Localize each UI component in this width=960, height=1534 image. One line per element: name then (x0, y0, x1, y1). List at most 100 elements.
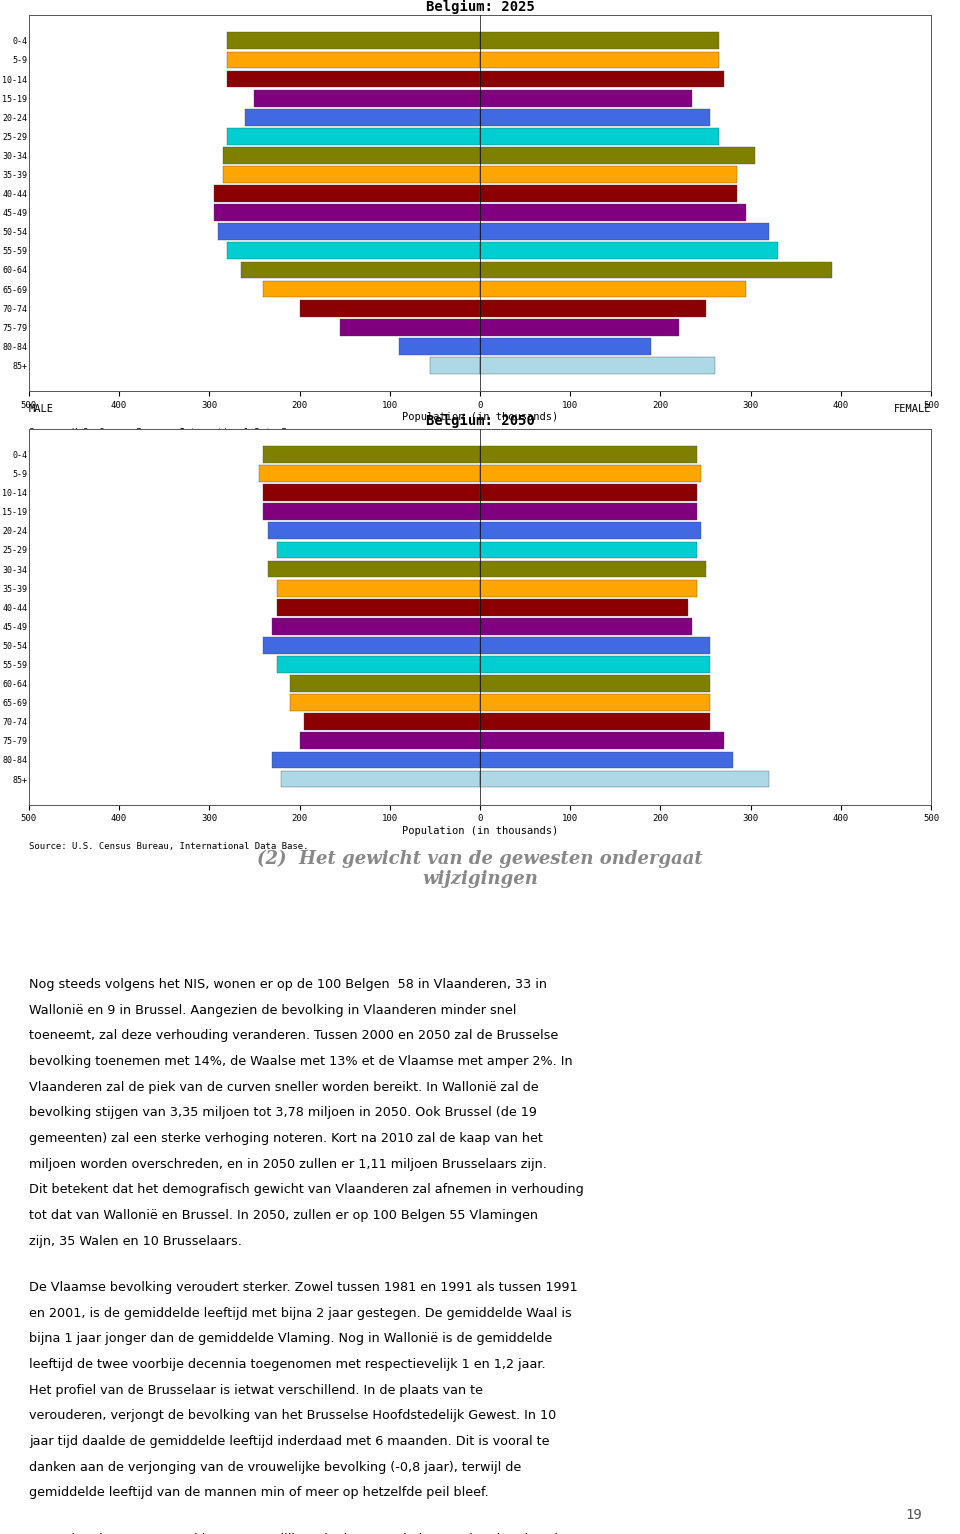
Bar (268, 560, 480, 577)
Bar (480, 262, 832, 278)
Bar (480, 542, 697, 558)
Bar (291, 695, 480, 712)
Bar (480, 657, 710, 673)
Text: De Vlaamse bevolking veroudert sterker. Zowel tussen 1981 en 1991 als tussen 199: De Vlaamse bevolking veroudert sterker. … (29, 1281, 577, 1295)
Bar (480, 598, 687, 615)
Text: danken aan de verjonging van de vrouwelijke bevolking (-0,8 jaar), terwijl de: danken aan de verjonging van de vrouweli… (29, 1460, 521, 1474)
Text: Nog steeds volgens het NIS, wonen er op de 100 Belgen  58 in Vlaanderen, 33 in: Nog steeds volgens het NIS, wonen er op … (29, 977, 547, 991)
Bar (259, 465, 480, 482)
Bar (480, 224, 769, 241)
Bar (480, 32, 719, 49)
Bar (480, 523, 701, 540)
X-axis label: Population (in thousands): Population (in thousands) (402, 413, 558, 422)
Text: toeneemt, zal deze verhouding veranderen. Tussen 2000 en 2050 zal de Brusselse: toeneemt, zal deze verhouding veranderen… (29, 1029, 558, 1042)
Bar (480, 166, 737, 183)
Bar (263, 485, 480, 502)
Bar (480, 337, 652, 354)
Bar (228, 127, 480, 144)
Bar (480, 485, 697, 502)
Bar (480, 204, 746, 221)
Bar (223, 147, 480, 164)
Text: Dit betekent dat het demografisch gewicht van Vlaanderen zal afnemen in verhoudi: Dit betekent dat het demografisch gewich… (29, 1183, 584, 1197)
Text: jaar tijd daalde de gemiddelde leeftijd inderdaad met 6 maanden. Dit is vooral t: jaar tijd daalde de gemiddelde leeftijd … (29, 1436, 549, 1448)
Bar (480, 281, 746, 298)
Bar (228, 71, 480, 87)
Text: gemiddelde leeftijd van de mannen min of meer op hetzelfde peil bleef.: gemiddelde leeftijd van de mannen min of… (29, 1486, 489, 1499)
Bar (300, 733, 480, 749)
Bar (480, 89, 692, 106)
Bar (263, 446, 480, 463)
Bar (480, 357, 714, 374)
Bar (480, 186, 737, 202)
Bar (291, 675, 480, 692)
Text: verouderen, verjongt de bevolking van het Brusselse Hoofdstedelijk Gewest. In 10: verouderen, verjongt de bevolking van he… (29, 1410, 556, 1422)
Text: bijna 1 jaar jonger dan de gemiddelde Vlaming. Nog in Wallonië is de gemiddelde: bijna 1 jaar jonger dan de gemiddelde Vl… (29, 1333, 552, 1345)
Text: bevolking toenemen met 14%, de Waalse met 13% et de Vlaamse met amper 2%. In: bevolking toenemen met 14%, de Waalse me… (29, 1055, 572, 1068)
Bar (480, 52, 719, 69)
Bar (246, 109, 480, 126)
Bar (300, 299, 480, 316)
Bar (214, 186, 480, 202)
Bar (480, 752, 732, 769)
Text: zijn, 35 Walen en 10 Brusselaars.: zijn, 35 Walen en 10 Brusselaars. (29, 1235, 242, 1247)
Bar (223, 166, 480, 183)
Bar (480, 503, 697, 520)
Bar (480, 127, 719, 144)
Bar (480, 770, 769, 787)
Title: Belgium: 2050: Belgium: 2050 (425, 414, 535, 428)
Text: en 2001, is de gemiddelde leeftijd met bijna 2 jaar gestegen. De gemiddelde Waal: en 2001, is de gemiddelde leeftijd met b… (29, 1307, 571, 1319)
Bar (254, 89, 480, 106)
Text: bevolking stijgen van 3,35 miljoen tot 3,78 miljoen in 2050. Ook Brussel (de 19: bevolking stijgen van 3,35 miljoen tot 3… (29, 1106, 537, 1120)
Bar (340, 319, 480, 336)
Bar (281, 770, 480, 787)
Bar (430, 357, 480, 374)
Bar (480, 446, 697, 463)
Bar (277, 657, 480, 673)
Bar (241, 262, 480, 278)
Bar (263, 637, 480, 653)
Bar (277, 542, 480, 558)
Bar (480, 147, 756, 164)
Text: Vlaanderen zal de piek van de curven sneller worden bereikt. In Wallonië zal de: Vlaanderen zal de piek van de curven sne… (29, 1080, 539, 1094)
Text: Source: U.S. Census Bureau, International Data Base.: Source: U.S. Census Bureau, Internationa… (29, 842, 308, 851)
Title: Belgium: 2025: Belgium: 2025 (425, 0, 535, 14)
Text: leeftijd de twee voorbije decennia toegenomen met respectievelijk 1 en 1,2 jaar.: leeftijd de twee voorbije decennia toege… (29, 1358, 545, 1371)
Text: 19: 19 (905, 1508, 922, 1522)
Bar (480, 465, 701, 482)
Bar (218, 224, 480, 241)
Bar (480, 618, 692, 635)
Bar (480, 71, 724, 87)
X-axis label: Population (in thousands): Population (in thousands) (402, 825, 558, 836)
Bar (228, 52, 480, 69)
Text: FEMALE: FEMALE (894, 403, 931, 414)
Bar (273, 752, 480, 769)
Bar (480, 319, 679, 336)
Text: MALE: MALE (29, 403, 54, 414)
Bar (480, 713, 710, 730)
Bar (304, 713, 480, 730)
Text: gemeenten) zal een sterke verhoging noteren. Kort na 2010 zal de kaap van het: gemeenten) zal een sterke verhoging note… (29, 1132, 542, 1144)
Bar (480, 560, 706, 577)
Text: Source: U.S. Census Bureau, International Data Base.: Source: U.S. Census Bureau, Internationa… (29, 428, 308, 437)
Bar (480, 109, 710, 126)
Bar (480, 242, 778, 259)
Text: tot dat van Wallonië en Brussel. In 2050, zullen er op 100 Belgen 55 Vlamingen: tot dat van Wallonië en Brussel. In 2050… (29, 1209, 538, 1223)
Bar (268, 523, 480, 540)
Bar (277, 580, 480, 597)
Bar (273, 618, 480, 635)
Text: Het profiel van de Brusselaar is ietwat verschillend. In de plaats van te: Het profiel van de Brusselaar is ietwat … (29, 1384, 483, 1397)
Bar (480, 299, 706, 316)
Text: miljoen worden overschreden, en in 2050 zullen er 1,11 miljoen Brusselaars zijn.: miljoen worden overschreden, en in 2050 … (29, 1158, 546, 1170)
Bar (480, 637, 710, 653)
Bar (480, 733, 724, 749)
Bar (277, 598, 480, 615)
Text: Wallonië en 9 in Brussel. Aangezien de bevolking in Vlaanderen minder snel: Wallonië en 9 in Brussel. Aangezien de b… (29, 1003, 516, 1017)
Bar (398, 337, 480, 354)
Bar (480, 580, 697, 597)
Bar (263, 503, 480, 520)
Bar (263, 281, 480, 298)
Bar (228, 32, 480, 49)
Text: (2)  Het gewicht van de gewesten ondergaat
wijzigingen: (2) Het gewicht van de gewesten ondergaa… (257, 850, 703, 888)
Bar (480, 695, 710, 712)
Bar (228, 242, 480, 259)
